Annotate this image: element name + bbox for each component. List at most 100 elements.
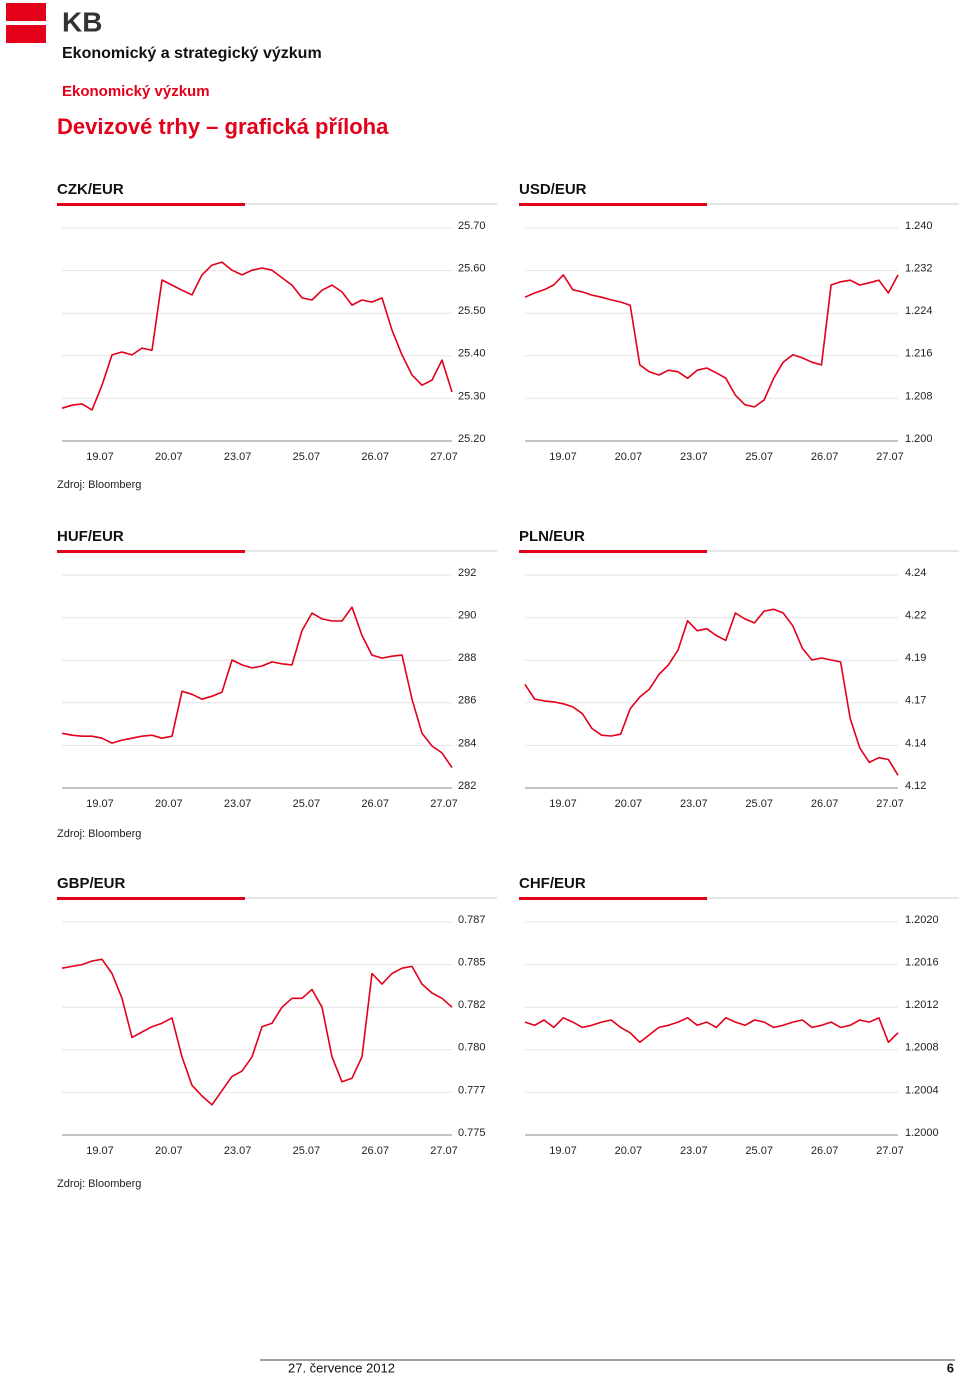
x-tick-label: 19.07 xyxy=(86,451,114,463)
x-tick-label: 19.07 xyxy=(549,798,577,810)
title-underline xyxy=(519,550,707,553)
department: Ekonomický a strategický výzkum xyxy=(62,45,322,62)
x-tick-label: 20.07 xyxy=(615,798,643,810)
y-tick-label: 288 xyxy=(458,652,476,664)
y-tick-label: 1.240 xyxy=(905,220,933,232)
y-tick-label: 4.12 xyxy=(905,780,926,792)
y-tick-label: 0.777 xyxy=(458,1084,486,1096)
x-tick-label: 25.07 xyxy=(745,1145,773,1157)
y-tick-label: 1.2016 xyxy=(905,957,939,969)
y-tick-label: 290 xyxy=(458,610,476,622)
source-note: Zdroj: Bloomberg xyxy=(57,1178,141,1190)
x-tick-label: 20.07 xyxy=(155,1145,183,1157)
x-tick-label: 20.07 xyxy=(155,798,183,810)
y-tick-label: 1.2004 xyxy=(905,1084,939,1096)
logo-text: KB xyxy=(62,6,102,37)
y-tick-label: 1.2020 xyxy=(905,914,939,926)
title-underline xyxy=(519,203,707,206)
y-tick-label: 4.14 xyxy=(905,737,926,749)
x-tick-label: 27.07 xyxy=(876,1145,904,1157)
y-tick-label: 25.40 xyxy=(458,348,486,360)
chart-title: PLN/EUR xyxy=(519,528,585,545)
title-underline xyxy=(57,897,245,900)
y-tick-label: 1.2000 xyxy=(905,1127,939,1139)
x-tick-label: 27.07 xyxy=(430,451,458,463)
x-tick-label: 23.07 xyxy=(224,1145,252,1157)
x-tick-label: 26.07 xyxy=(811,451,839,463)
y-tick-label: 25.30 xyxy=(458,390,486,402)
x-tick-label: 20.07 xyxy=(615,1145,643,1157)
price-line xyxy=(524,608,899,776)
x-tick-label: 19.07 xyxy=(549,1145,577,1157)
y-tick-label: 4.19 xyxy=(905,652,926,664)
x-tick-label: 23.07 xyxy=(680,451,708,463)
y-tick-label: 25.50 xyxy=(458,305,486,317)
x-tick-label: 26.07 xyxy=(811,798,839,810)
y-tick-label: 0.787 xyxy=(458,914,486,926)
title-underline xyxy=(57,550,245,553)
y-tick-label: 4.22 xyxy=(905,610,926,622)
x-tick-label: 20.07 xyxy=(615,451,643,463)
y-tick-label: 4.24 xyxy=(905,567,926,579)
y-tick-label: 1.224 xyxy=(905,305,933,317)
y-tick-label: 286 xyxy=(458,695,476,707)
y-tick-label: 0.785 xyxy=(458,957,486,969)
logo-bar xyxy=(6,21,46,25)
y-tick-label: 4.17 xyxy=(905,695,926,707)
page-number: 6 xyxy=(947,1360,954,1375)
x-tick-label: 25.07 xyxy=(293,1145,321,1157)
section: Ekonomický výzkum xyxy=(62,83,210,100)
chart-title: USD/EUR xyxy=(519,181,587,198)
x-tick-label: 25.07 xyxy=(745,798,773,810)
title-underline xyxy=(519,897,707,900)
source-note: Zdroj: Bloomberg xyxy=(57,479,141,491)
x-tick-label: 25.07 xyxy=(293,798,321,810)
x-tick-label: 23.07 xyxy=(680,798,708,810)
page-title: Devizové trhy – grafická příloha xyxy=(57,114,389,139)
x-tick-label: 26.07 xyxy=(361,1145,389,1157)
x-tick-label: 23.07 xyxy=(680,1145,708,1157)
y-tick-label: 1.216 xyxy=(905,348,933,360)
x-tick-label: 23.07 xyxy=(224,798,252,810)
y-tick-label: 0.782 xyxy=(458,999,486,1011)
y-tick-label: 1.232 xyxy=(905,263,933,275)
chart-title: CZK/EUR xyxy=(57,181,124,198)
x-tick-label: 27.07 xyxy=(430,1145,458,1157)
x-tick-label: 26.07 xyxy=(811,1145,839,1157)
y-tick-label: 284 xyxy=(458,737,476,749)
price-line xyxy=(524,274,899,408)
y-tick-label: 0.775 xyxy=(458,1127,486,1139)
x-tick-label: 19.07 xyxy=(86,1145,114,1157)
y-tick-label: 1.2008 xyxy=(905,1042,939,1054)
y-tick-label: 25.70 xyxy=(458,220,486,232)
x-tick-label: 25.07 xyxy=(745,451,773,463)
x-tick-label: 26.07 xyxy=(361,798,389,810)
title-underline xyxy=(57,203,245,206)
x-tick-label: 27.07 xyxy=(876,798,904,810)
y-tick-label: 1.2012 xyxy=(905,999,939,1011)
x-tick-label: 20.07 xyxy=(155,451,183,463)
x-tick-label: 23.07 xyxy=(224,451,252,463)
price-line xyxy=(61,958,453,1106)
chart-title: HUF/EUR xyxy=(57,528,124,545)
y-tick-label: 25.60 xyxy=(458,263,486,275)
price-line xyxy=(524,1016,899,1044)
x-tick-label: 19.07 xyxy=(86,798,114,810)
y-tick-label: 1.200 xyxy=(905,433,933,445)
y-tick-label: 0.780 xyxy=(458,1042,486,1054)
x-tick-label: 26.07 xyxy=(361,451,389,463)
x-tick-label: 25.07 xyxy=(293,451,321,463)
x-tick-label: 19.07 xyxy=(549,451,577,463)
y-tick-label: 25.20 xyxy=(458,433,486,445)
price-line xyxy=(61,261,453,411)
y-tick-label: 282 xyxy=(458,780,476,792)
chart-title: CHF/EUR xyxy=(519,875,586,892)
y-tick-label: 292 xyxy=(458,567,476,579)
x-tick-label: 27.07 xyxy=(876,451,904,463)
price-line xyxy=(61,606,453,769)
chart-title: GBP/EUR xyxy=(57,875,126,892)
y-tick-label: 1.208 xyxy=(905,390,933,402)
source-note: Zdroj: Bloomberg xyxy=(57,828,141,840)
x-tick-label: 27.07 xyxy=(430,798,458,810)
